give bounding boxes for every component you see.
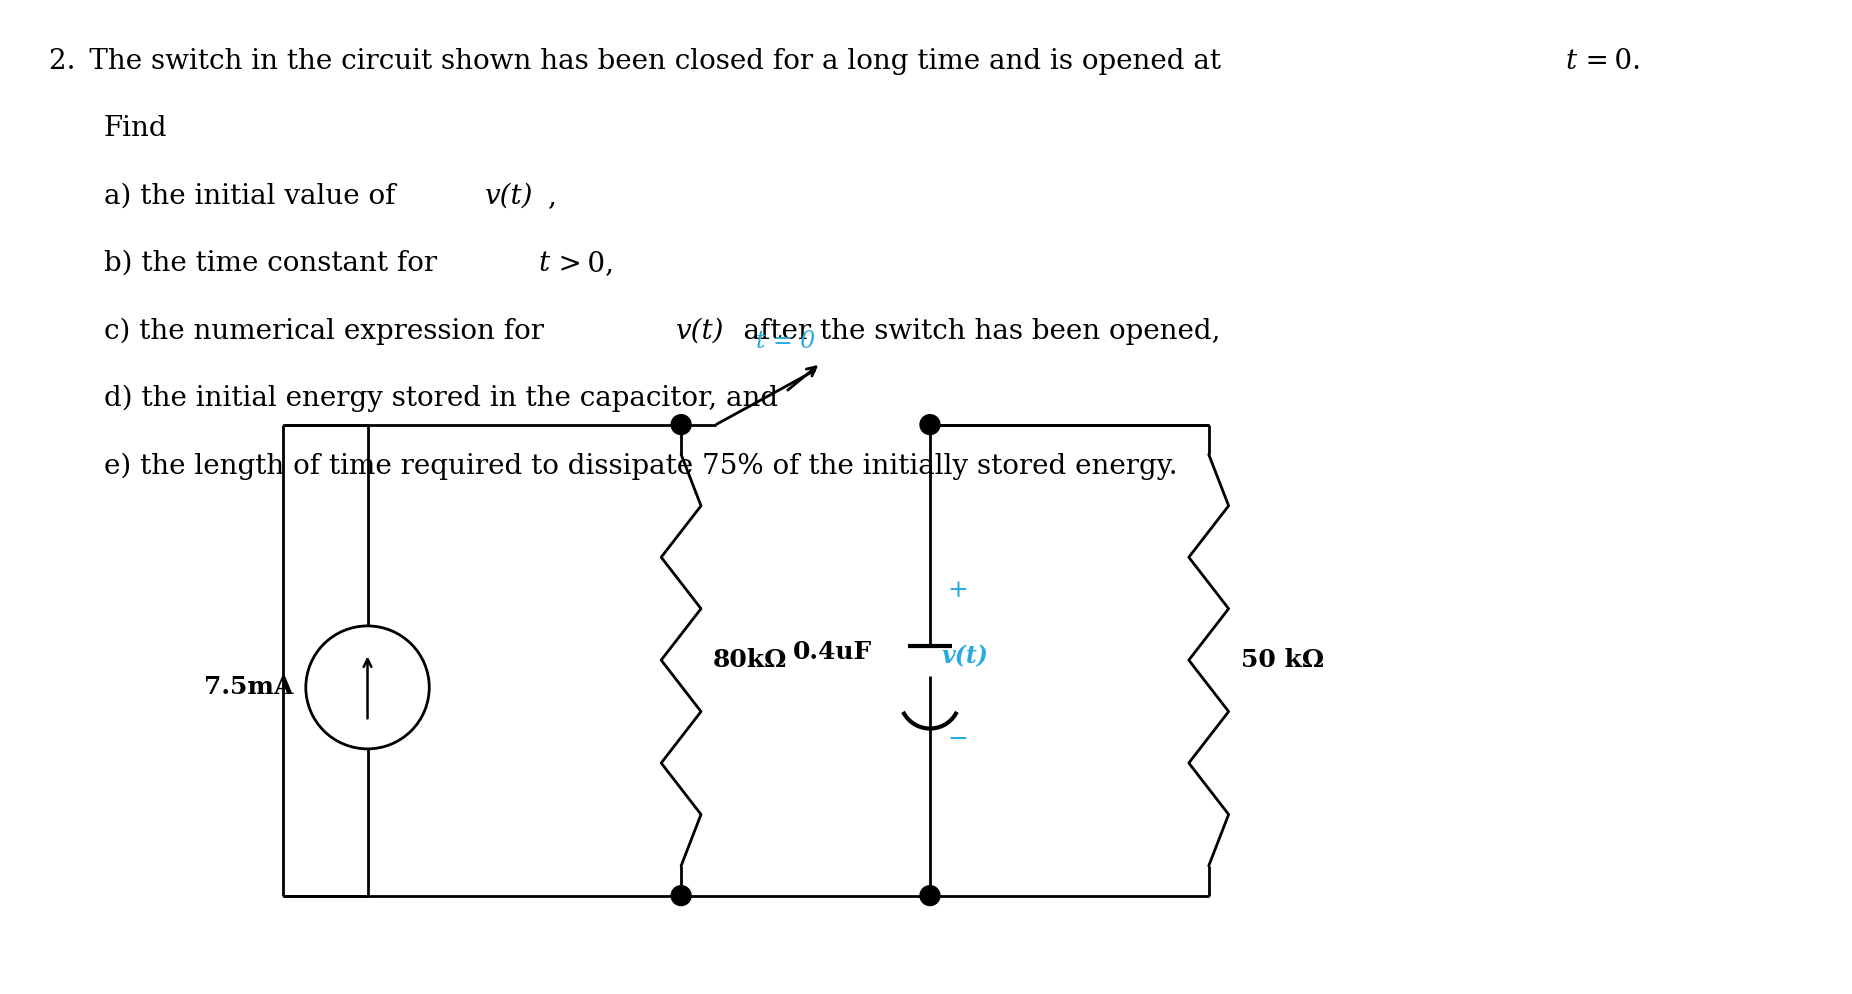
Circle shape bbox=[670, 414, 691, 434]
Text: 50 kΩ: 50 kΩ bbox=[1241, 648, 1324, 672]
Text: > 0,: > 0, bbox=[554, 250, 615, 277]
Circle shape bbox=[670, 886, 691, 906]
Text: after the switch has been opened,: after the switch has been opened, bbox=[739, 317, 1220, 345]
Text: a) the initial value of: a) the initial value of bbox=[104, 183, 400, 210]
Text: 7.5mA: 7.5mA bbox=[204, 675, 294, 700]
Text: t: t bbox=[539, 250, 550, 277]
Text: 2. The switch in the circuit shown has been closed for a long time and is opened: 2. The switch in the circuit shown has b… bbox=[48, 48, 1230, 75]
Circle shape bbox=[920, 414, 941, 434]
Text: −: − bbox=[948, 728, 969, 750]
Text: t: t bbox=[1565, 48, 1576, 75]
Text: 0.4uF: 0.4uF bbox=[793, 640, 872, 664]
Circle shape bbox=[920, 886, 941, 906]
Text: ,: , bbox=[548, 183, 556, 210]
Text: e) the length of time required to dissipate 75% of the initially stored energy.: e) the length of time required to dissip… bbox=[104, 452, 1178, 480]
Text: v(t): v(t) bbox=[485, 183, 533, 210]
Text: Find: Find bbox=[104, 115, 167, 142]
Text: c) the numerical expression for: c) the numerical expression for bbox=[104, 317, 550, 345]
Text: +: + bbox=[948, 580, 969, 602]
Text: d) the initial energy stored in the capacitor, and: d) the initial energy stored in the capa… bbox=[104, 385, 778, 413]
Text: = 0.: = 0. bbox=[1580, 48, 1641, 75]
Text: b) the time constant for: b) the time constant for bbox=[104, 250, 443, 277]
Text: t = 0: t = 0 bbox=[756, 330, 815, 353]
Text: v(t): v(t) bbox=[943, 644, 989, 668]
Text: 80kΩ: 80kΩ bbox=[713, 648, 787, 672]
Text: v(t): v(t) bbox=[676, 317, 724, 345]
